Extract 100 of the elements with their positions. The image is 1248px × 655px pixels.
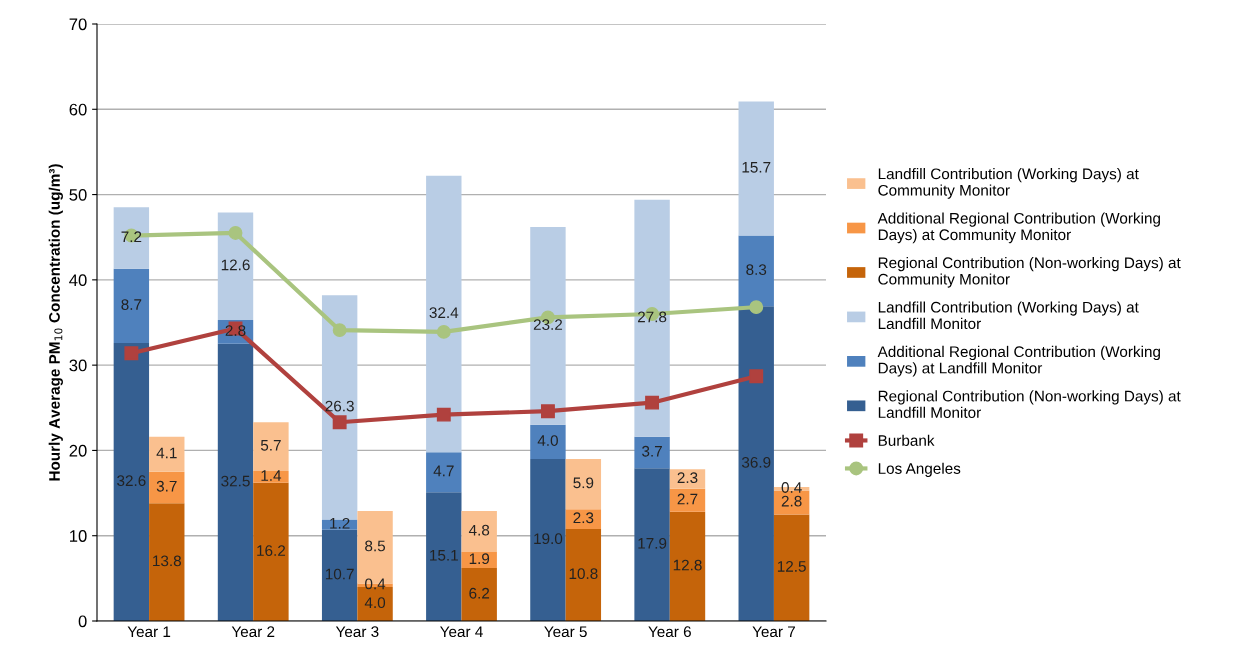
bar (253, 482, 289, 621)
bar (773, 514, 810, 621)
point (749, 300, 764, 315)
bar (669, 488, 706, 512)
bar (426, 175, 462, 453)
data-label: 1.9 (469, 553, 490, 565)
bar (738, 235, 774, 307)
data-label: 26.3 (325, 400, 354, 412)
bar (113, 207, 150, 269)
data-label: 10.7 (325, 568, 354, 580)
y-tick-label: 50 (69, 188, 87, 201)
data-label: 8.3 (746, 264, 767, 275)
bar (321, 295, 358, 520)
y-tick-label: 20 (69, 444, 87, 457)
data-label: 12.8 (673, 559, 702, 571)
data-label: 13.8 (153, 555, 181, 567)
legend-label: Regional Contribution (Non-working Days) at Landfill Monitor (878, 390, 1181, 418)
data-label: 4.0 (537, 435, 558, 446)
bar (634, 468, 670, 621)
point (749, 369, 764, 384)
data-label: 2.8 (781, 495, 802, 507)
x-tick-label: Year 5 (544, 626, 587, 638)
bar (669, 511, 706, 621)
data-label: 12.6 (221, 259, 250, 271)
data-label: 2.3 (573, 512, 594, 524)
bar (530, 458, 566, 621)
bar (217, 212, 254, 320)
bar (149, 436, 185, 472)
x-tick-label: Year 2 (231, 626, 275, 638)
y-tick-label: 10 (70, 530, 87, 542)
point (332, 323, 347, 338)
legend-label: Landfill Contribution (Working Days) at Community Monitor (878, 168, 1139, 199)
point (540, 404, 555, 419)
data-label: 3.7 (156, 480, 177, 492)
legend-label: Regional Contribution (Non-working Days) at Community Monitor (878, 256, 1181, 288)
bar (253, 422, 289, 471)
x-tick-label: Year 7 (752, 626, 795, 638)
point (228, 226, 243, 240)
data-label: 1.2 (330, 517, 350, 529)
data-label: 6.2 (469, 587, 490, 599)
data-label: 23.2 (533, 319, 563, 331)
bar (738, 101, 774, 236)
legend-label: Additional Regional Contribution (Working Days) at Landfill Monitor (877, 345, 1160, 377)
data-label: 15.1 (430, 550, 458, 561)
data-label: 2.3 (677, 472, 698, 484)
y-tick-label: 70 (69, 18, 87, 31)
data-label: 16.2 (257, 545, 286, 557)
point (332, 415, 347, 430)
data-label: 36.9 (741, 456, 771, 468)
bar (738, 306, 774, 621)
bar (530, 424, 566, 459)
data-label: 17.9 (638, 537, 667, 549)
bar (426, 492, 462, 621)
y-tick-label: 30 (69, 359, 87, 372)
data-label: 12.5 (777, 560, 806, 572)
data-label: 4.8 (468, 524, 490, 536)
data-label: 8.5 (365, 540, 386, 552)
data-label: 4.7 (433, 465, 454, 477)
data-label: 8.7 (121, 299, 142, 310)
bar (669, 469, 706, 489)
x-tick-label: Year 6 (648, 626, 691, 638)
y-tick-label: 0 (78, 615, 87, 628)
data-label: 32.6 (117, 475, 146, 487)
point (124, 346, 139, 361)
data-label: 5.9 (573, 477, 594, 489)
data-label: 0.4 (781, 482, 802, 493)
y-axis-title: Hourly Average PM$_{10}$ Concentration (ug/m³) (48, 164, 63, 481)
x-tick-label: Year 1 (127, 626, 171, 638)
x-tick-label: Year 3 (335, 626, 379, 638)
bar (565, 458, 602, 510)
bar (634, 436, 670, 469)
data-label: 32.5 (221, 475, 250, 487)
x-tick-label: Year 4 (440, 626, 483, 638)
bar (113, 342, 150, 621)
bar (565, 528, 602, 621)
data-label: 2.7 (677, 493, 698, 505)
bar (461, 568, 497, 621)
data-label: 32.4 (429, 307, 459, 319)
legend-label: Burbank (878, 434, 935, 446)
bar (149, 471, 185, 504)
data-label: 10.8 (569, 568, 598, 580)
data-label: 4.1 (156, 447, 177, 459)
point (436, 324, 451, 339)
y-tick-label: 40 (69, 274, 87, 287)
legend-label: Additional Regional Contribution (Working Days) at Community Monitor (877, 212, 1160, 244)
bar (321, 529, 358, 621)
data-label: 4.0 (364, 597, 386, 609)
bar (565, 509, 602, 529)
data-label: 15.7 (742, 162, 771, 173)
bar (634, 199, 670, 437)
bar (149, 503, 185, 621)
bar (530, 226, 566, 425)
data-label: 0.4 (365, 578, 386, 590)
legend-label: Landfill Contribution (Working Days) at Landfill Monitor (878, 301, 1139, 330)
data-label: 1.4 (261, 470, 282, 481)
point (645, 395, 660, 410)
data-label: 3.7 (642, 445, 662, 457)
data-label: 5.7 (260, 440, 281, 451)
legend-label: Los Angeles (878, 462, 961, 477)
bar (426, 452, 462, 493)
